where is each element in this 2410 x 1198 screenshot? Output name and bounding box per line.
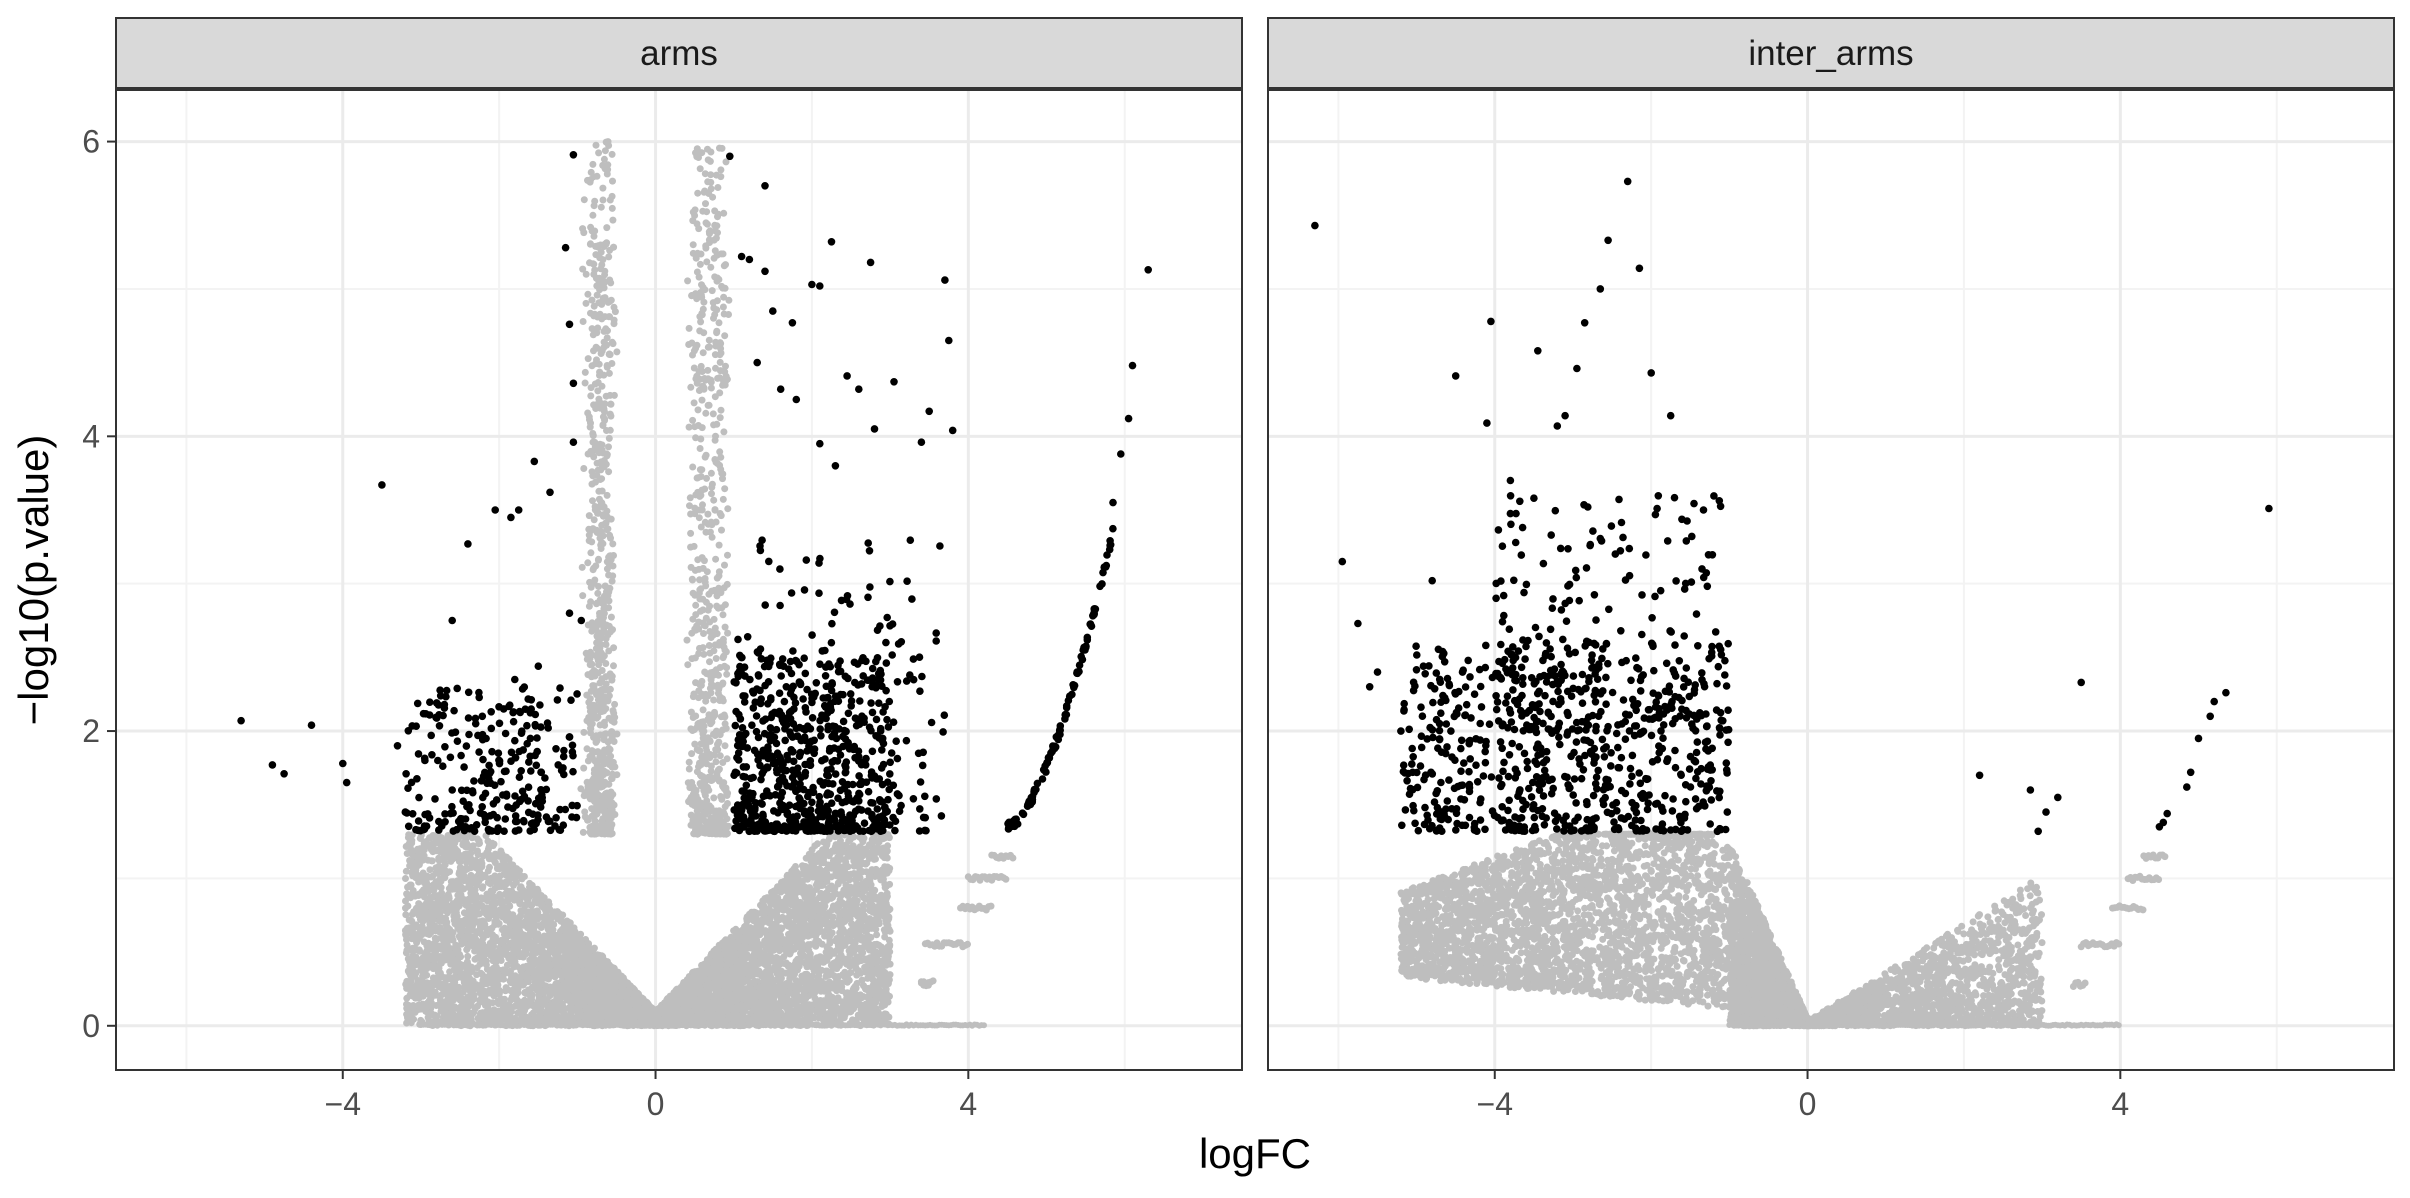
- grid-lines: [116, 90, 1242, 1070]
- point-not-significant: [808, 846, 816, 854]
- point-not-significant: [545, 898, 553, 906]
- point-not-significant: [835, 900, 842, 908]
- point-not-significant: [866, 907, 874, 914]
- point-not-significant: [493, 989, 501, 997]
- point-not-significant: [814, 840, 821, 848]
- point-not-significant: [524, 924, 532, 932]
- point-not-significant: [507, 860, 515, 868]
- point-not-significant: [415, 946, 423, 954]
- point-not-significant: [479, 883, 487, 891]
- point-not-significant: [407, 857, 415, 865]
- point-not-significant: [426, 866, 434, 874]
- point-not-significant: [865, 841, 873, 849]
- point-not-significant: [437, 884, 445, 892]
- point-not-significant: [844, 850, 851, 858]
- point-not-significant: [790, 965, 798, 973]
- point-not-significant: [447, 857, 455, 865]
- point-not-significant: [863, 859, 871, 867]
- point-not-significant: [537, 924, 545, 931]
- point-not-significant: [780, 914, 787, 922]
- point-not-significant: [481, 931, 489, 938]
- point-not-significant: [414, 845, 421, 853]
- point-not-significant: [476, 960, 484, 968]
- point-not-significant: [775, 966, 783, 974]
- point-not-significant: [475, 837, 483, 845]
- point-not-significant: [981, 1022, 987, 1029]
- facet-panel-arms: arms −4 0 4: [115, 17, 1243, 1122]
- data-points: [237, 138, 1152, 1030]
- point-not-significant: [813, 1021, 820, 1029]
- point-not-significant: [403, 850, 411, 857]
- point-not-significant: [488, 839, 496, 847]
- point-not-significant: [471, 1005, 479, 1013]
- point-not-significant: [859, 944, 866, 952]
- point-not-significant: [507, 995, 515, 1003]
- point-not-significant: [855, 873, 863, 881]
- point-not-significant: [837, 925, 845, 933]
- point-not-significant: [829, 963, 837, 971]
- point-not-significant: [471, 947, 479, 955]
- point-not-significant: [402, 875, 409, 882]
- panel-background: [116, 90, 1242, 1070]
- point-not-significant: [443, 923, 451, 931]
- point-not-significant: [814, 917, 822, 925]
- point-not-significant: [403, 946, 411, 954]
- point-not-significant: [451, 920, 459, 928]
- point-not-significant: [488, 924, 496, 932]
